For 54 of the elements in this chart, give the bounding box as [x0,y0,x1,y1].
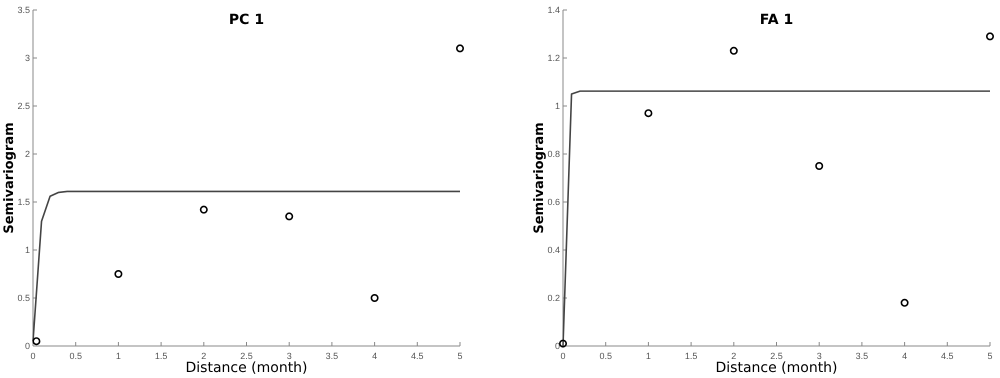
x-tick-label: 2.5 [240,351,253,361]
x-tick-label: 5 [987,351,993,361]
point [114,270,122,278]
point [644,109,652,118]
y-tick-label: 0 [24,341,30,351]
point [900,298,909,307]
x-tick-label: 3.5 [326,351,338,361]
y-axis-title: Semivariogram [532,122,547,234]
x-axis-title: Distance (month) [185,360,308,376]
x-tick-label: 2 [731,351,736,361]
y-tick-label: 2.5 [17,101,30,111]
y-tick-label: 0.4 [547,245,560,255]
x-tick-label: 5 [457,351,463,361]
x-tick-label: 3 [816,351,822,361]
point [285,212,294,220]
x-tick-label: 0.5 [69,351,82,361]
y-tick-label: 0.6 [547,197,560,207]
x-tick-label: 4.5 [941,351,954,361]
y-tick-label: 1.5 [17,197,30,207]
x-tick-label: 1.5 [154,351,168,361]
y-tick-label: 3 [24,53,30,63]
y-tick-label: 1.2 [547,53,560,63]
chart-title: PC 1 [228,12,264,28]
x-tick-label: 4 [902,351,908,361]
y-tick-label: 2 [24,149,30,159]
point [815,162,824,170]
y-tick-label: 0 [554,341,560,351]
x-axis-title: Distance (month) [715,360,838,376]
x-tick-label: 4 [372,351,378,361]
x-tick-label: 1.5 [684,351,698,361]
x-tick-label: 1 [646,351,651,361]
point [32,337,40,346]
x-tick-label: 2 [201,351,206,361]
y-tick-label: 0.2 [547,293,560,303]
point [200,206,208,214]
x-tick-label: 3.5 [856,351,868,361]
y-tick-label: 1.4 [547,5,560,15]
y-tick-label: 0.8 [547,149,560,159]
x-tick-label: 2.5 [770,351,783,361]
y-tick-label: 3.5 [17,5,30,15]
x-tick-label: 0.5 [599,351,612,361]
chart-title: FA 1 [760,12,794,28]
y-tick-label: 1 [24,245,30,255]
point [986,32,994,40]
point [730,46,738,55]
x-tick-label: 3 [286,351,292,361]
x-tick-label: 1 [116,351,121,361]
x-tick-label: 4.5 [411,351,424,361]
y-tick-label: 0.5 [17,293,30,303]
point [370,294,379,302]
y-axis-title: Semivariogram [2,122,17,234]
point [559,340,567,348]
y-tick-label: 1 [554,101,560,111]
point [456,44,464,52]
